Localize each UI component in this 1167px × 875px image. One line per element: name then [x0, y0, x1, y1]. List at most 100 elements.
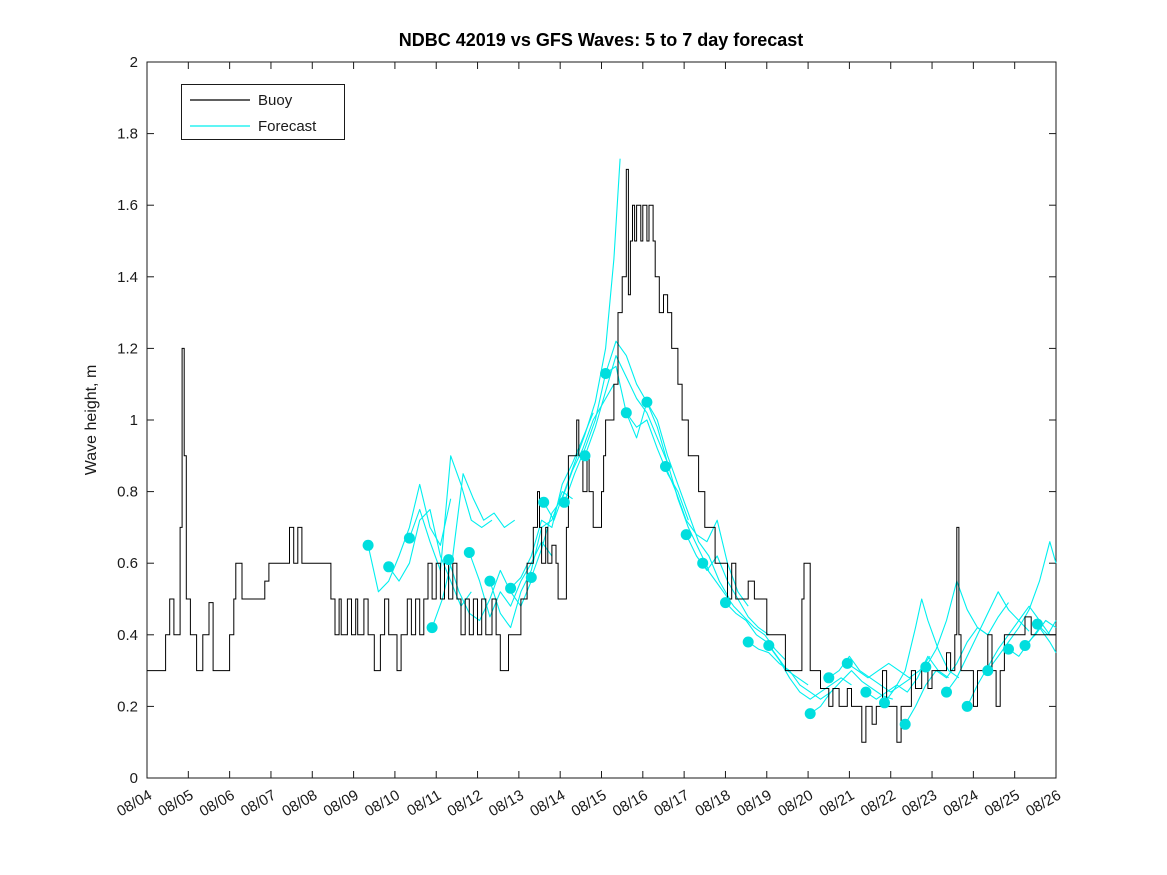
forecast-line	[809, 670, 893, 715]
forecast-marker-dot	[697, 557, 709, 569]
forecast-line	[489, 491, 573, 629]
x-tick-label: 08/08	[279, 787, 320, 820]
x-tick-label: 08/10	[362, 787, 403, 820]
y-tick-label: 0.4	[117, 627, 138, 644]
y-tick-label: 0.2	[117, 698, 138, 715]
forecast-marker-dot	[879, 697, 890, 709]
legend-label-forecast: Forecast	[258, 118, 317, 135]
x-tick-label: 08/26	[1023, 787, 1064, 820]
forecast-marker-dot	[525, 572, 537, 583]
x-tick-label: 08/06	[197, 787, 238, 820]
forecast-marker-dot	[982, 665, 994, 677]
forecast-marker-dot	[484, 575, 496, 587]
x-tick-label: 08/19	[734, 787, 775, 820]
forecast-marker-dot	[720, 597, 731, 609]
forecast-marker-dot	[920, 661, 932, 673]
forecast-marker-dot	[383, 561, 395, 573]
forecast-line	[431, 473, 516, 628]
forecast-line	[846, 655, 931, 679]
y-tick-label: 1.4	[117, 269, 138, 286]
x-tick-label: 08/15	[568, 787, 609, 820]
chart-title: NDBC 42019 vs GFS Waves: 5 to 7 day fore…	[399, 30, 804, 50]
forecast-marker-dot	[600, 368, 612, 379]
forecast-marker-dot	[1019, 640, 1031, 651]
forecast-marker-dot	[463, 547, 475, 558]
y-tick-label: 0	[130, 770, 138, 787]
y-axis-label: Wave height, m	[83, 365, 100, 476]
forecast-line	[448, 559, 532, 622]
forecast-line	[664, 466, 749, 607]
y-tick-label: 1.2	[117, 340, 138, 357]
forecast-marker-dot	[660, 461, 671, 472]
y-tick-label: 1	[130, 412, 138, 429]
forecast-marker-dot	[763, 640, 775, 651]
buoy-line	[147, 168, 1056, 743]
y-tick-label: 0.6	[117, 555, 138, 572]
x-tick-label: 08/25	[982, 787, 1023, 820]
forecast-marker-dot	[742, 636, 754, 648]
legend: Buoy Forecast	[181, 84, 345, 140]
forecast-marker-dot	[899, 718, 911, 730]
x-tick-label: 08/12	[445, 787, 486, 820]
forecast-line	[904, 627, 989, 725]
x-tick-label: 08/09	[321, 787, 362, 820]
forecast-marker-dot	[620, 407, 632, 419]
forecast-marker-dot	[558, 496, 570, 508]
forecast-marker-dot	[804, 708, 816, 720]
forecast-marker-dot	[362, 539, 374, 551]
x-tick-label: 08/04	[114, 787, 155, 820]
y-tick-label: 1.6	[117, 197, 138, 214]
forecast-marker-dot	[860, 686, 872, 698]
y-tick-label: 2	[130, 54, 138, 71]
forecast-marker-dot	[579, 450, 591, 462]
forecast-markers	[362, 368, 1043, 730]
forecast-marker-dot	[1003, 643, 1014, 655]
forecast-marker-dot	[538, 496, 550, 508]
x-tick-label: 08/14	[527, 787, 568, 820]
x-tick-label: 08/05	[155, 787, 196, 820]
x-tick-label: 08/21	[816, 787, 857, 820]
x-tick-label: 08/18	[692, 787, 733, 820]
forecast-line	[646, 401, 731, 600]
legend-box	[181, 84, 345, 140]
forecast-line	[543, 158, 621, 521]
forecast-marker-dot	[961, 700, 973, 712]
forecast-line	[925, 580, 1009, 668]
x-tick-label: 08/24	[940, 787, 981, 820]
forecast-line	[946, 591, 1030, 693]
forecast-line	[408, 455, 493, 571]
x-tick-label: 08/07	[238, 787, 279, 820]
forecast-line	[768, 645, 852, 700]
forecast-line	[605, 365, 689, 521]
forecast-marker-dot	[443, 554, 455, 566]
forecast-marker-dot	[505, 582, 517, 594]
forecast-lines	[367, 158, 1057, 725]
forecast-marker-dot	[641, 396, 653, 408]
forecast-line	[584, 355, 669, 464]
forecast-marker-dot	[680, 529, 692, 541]
legend-label-buoy: Buoy	[258, 92, 293, 109]
y-tick-label: 0.8	[117, 484, 138, 501]
forecast-line	[510, 412, 594, 589]
x-tick-label: 08/23	[899, 787, 940, 820]
x-tick-label: 08/11	[404, 787, 444, 820]
forecast-marker-dot	[426, 622, 438, 634]
forecast-line	[388, 508, 472, 607]
x-tick-label: 08/16	[610, 787, 651, 820]
forecast-marker-dot	[1031, 618, 1043, 630]
forecast-marker-dot	[941, 686, 952, 698]
x-tick-label: 08/22	[858, 787, 899, 820]
forecast-marker-dot	[823, 672, 835, 684]
y-tick-label: 1.8	[117, 126, 138, 143]
forecast-line	[468, 541, 553, 618]
forecast-line	[625, 401, 710, 571]
forecast-line	[884, 598, 960, 704]
forecast-marker-dot	[841, 657, 853, 669]
x-tick-label: 08/13	[486, 787, 527, 820]
forecast-line	[987, 541, 1057, 671]
forecast-line	[865, 655, 949, 700]
plot-series	[147, 158, 1057, 743]
x-tick-label: 08/20	[775, 787, 816, 820]
